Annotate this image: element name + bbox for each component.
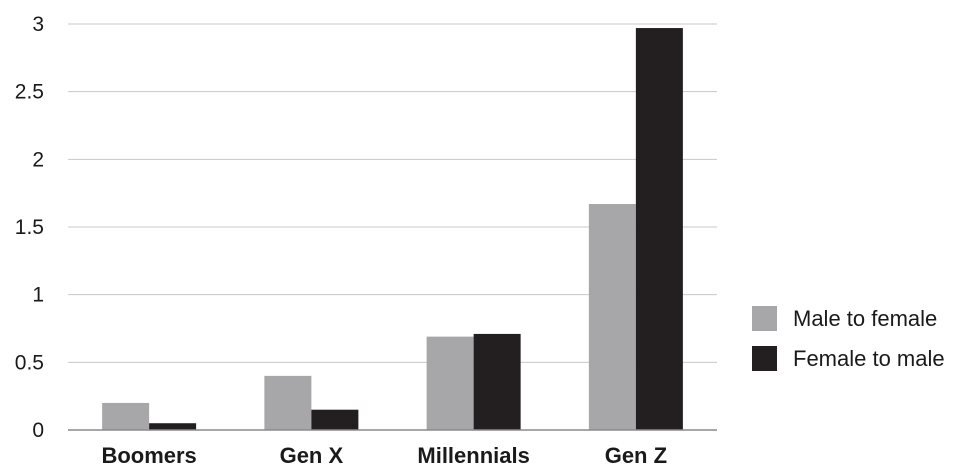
y-tick-label: 1.5 xyxy=(15,216,44,239)
bar-boomers-female-to-male xyxy=(149,423,196,430)
y-axis-tick-labels: 0 0.5 1 1.5 2 2.5 3 xyxy=(15,13,44,442)
y-tick-label: 2 xyxy=(32,148,44,171)
y-tick-label: 3 xyxy=(32,13,44,36)
legend-swatch xyxy=(752,346,777,371)
x-category-label: Millennials xyxy=(417,443,529,468)
legend-label: Male to female xyxy=(793,306,937,331)
x-axis-category-labels: Boomers Gen X Millennials Gen Z xyxy=(101,443,667,468)
bar-gen-x-male-to-female xyxy=(264,376,311,430)
bar-millennials-female-to-male xyxy=(474,334,521,430)
legend-swatch xyxy=(752,306,777,331)
y-tick-label: 0 xyxy=(32,419,44,442)
y-tick-label: 1 xyxy=(32,284,44,307)
x-category-label: Gen X xyxy=(280,443,344,468)
bar-gen-z-male-to-female xyxy=(589,204,636,430)
bars xyxy=(102,28,683,430)
y-tick-label: 0.5 xyxy=(15,351,44,374)
bar-gen-z-female-to-male xyxy=(636,28,683,430)
y-tick-label: 2.5 xyxy=(15,81,44,104)
bar-millennials-male-to-female xyxy=(427,337,474,430)
legend: Male to female Female to male xyxy=(752,306,945,371)
x-category-label: Boomers xyxy=(101,443,196,468)
bar-boomers-male-to-female xyxy=(102,403,149,430)
x-category-label: Gen Z xyxy=(605,443,667,468)
legend-label: Female to male xyxy=(793,346,945,371)
bar-gen-x-female-to-male xyxy=(311,410,358,430)
